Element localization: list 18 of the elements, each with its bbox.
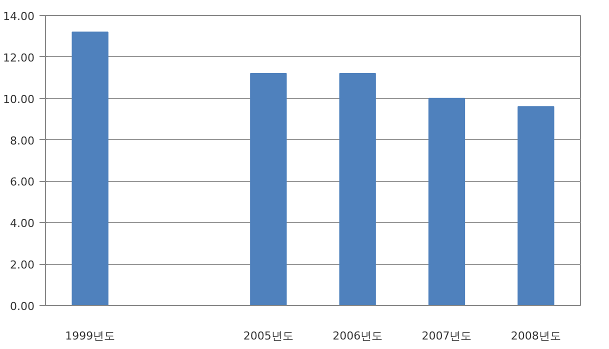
y-tick-label: 6.00 [10,176,35,189]
bar [250,73,287,306]
y-tick-label: 10.00 [3,92,35,106]
y-tick-label: 0.00 [10,300,35,313]
y-tick-label: 2.00 [10,258,35,272]
bar [518,106,554,306]
bar [339,73,376,306]
x-tick-label: 2007년도 [422,330,472,342]
x-tick-label: 2006년도 [332,330,383,342]
x-tick-label: 2008년도 [510,330,561,342]
y-tick-label: 12.00 [3,51,35,64]
x-tick-label: 1999년도 [65,330,116,342]
y-tick-label: 4.00 [10,217,35,230]
bar [72,32,108,306]
x-tick-label: 2005년도 [243,330,294,342]
bar [428,98,466,306]
y-tick-label: 14.00 [3,10,35,23]
y-tick-label: 8.00 [10,134,35,148]
